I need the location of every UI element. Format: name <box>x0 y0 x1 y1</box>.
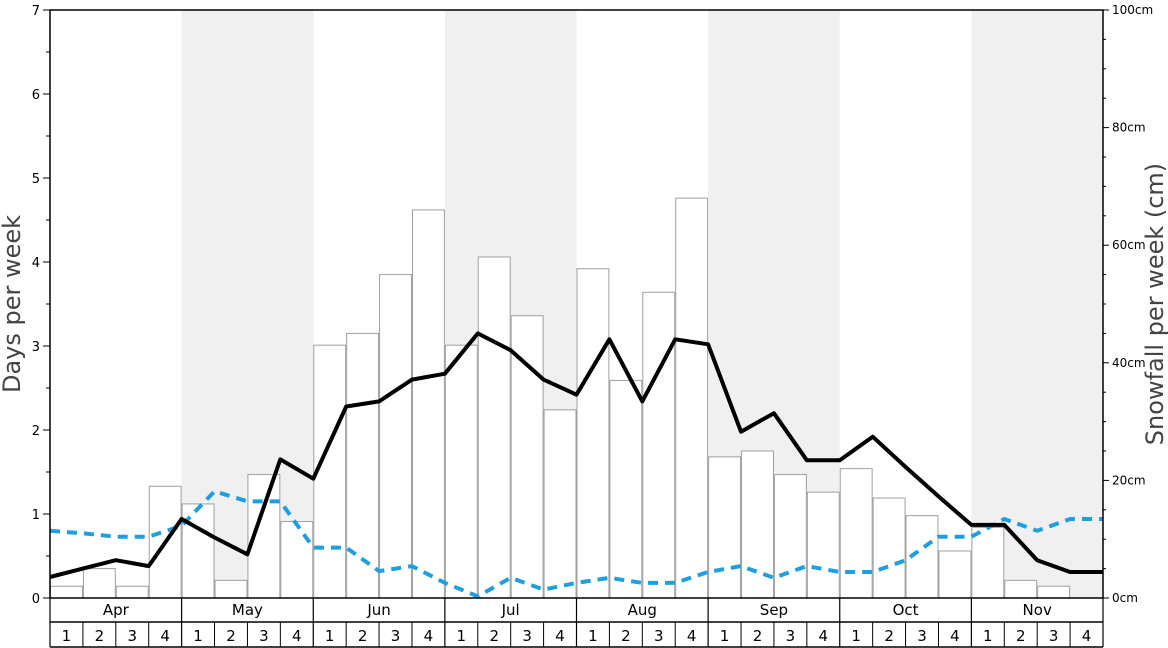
month-label-sep: Sep <box>760 601 788 619</box>
week-label: 4 <box>424 627 434 645</box>
week-label: 3 <box>259 627 269 645</box>
left-tick-label: 5 <box>32 172 40 187</box>
week-label: 4 <box>555 627 565 645</box>
snowfall-bar <box>543 409 577 599</box>
month-shade-nov <box>971 10 1103 598</box>
right-tick-label: 60cm <box>1112 238 1146 252</box>
week-label: 3 <box>127 627 137 645</box>
week-label: 2 <box>95 627 105 645</box>
week-label: 1 <box>983 627 993 645</box>
snowfall-bar <box>82 568 116 599</box>
left-tick-label: 6 <box>32 88 40 103</box>
week-label: 2 <box>226 627 236 645</box>
week-label: 3 <box>1049 627 1059 645</box>
solid-series-line <box>49 331 1103 579</box>
right-tick-label: 80cm <box>1112 121 1146 135</box>
bottom-axis: Apr 1 2 3 4 May 1 2 3 4 Jun 1 2 3 4 Jul 1 2 3 4 Aug 1 2 3 4 Sep 1 2… <box>49 598 1104 648</box>
right-axis-title: Snowfall per week (cm) <box>1141 163 1168 445</box>
week-label: 3 <box>522 627 532 645</box>
left-tick-label: 4 <box>32 256 40 271</box>
snowfall-bar <box>708 456 742 599</box>
snowfall-bar <box>214 579 248 599</box>
snowfall-bar <box>379 274 412 599</box>
week-label: 4 <box>292 627 302 645</box>
snowfall-bar <box>806 491 840 599</box>
week-label: 4 <box>950 627 960 645</box>
month-label-aug: Aug <box>628 601 657 619</box>
snowfall-bar <box>444 344 478 599</box>
week-label: 2 <box>621 627 631 645</box>
month-label-oct: Oct <box>893 601 919 619</box>
left-axis: 0 1 2 3 4 5 6 7 <box>32 4 50 607</box>
snowfall-bar <box>938 550 972 599</box>
left-tick-label: 3 <box>32 340 40 355</box>
snowfall-bar <box>675 197 709 599</box>
week-label: 2 <box>753 627 763 645</box>
snowfall-bar <box>609 379 643 599</box>
week-label: 4 <box>819 627 829 645</box>
snowfall-bar <box>50 585 83 599</box>
right-tick-label: 40cm <box>1112 356 1146 370</box>
week-label: 1 <box>588 627 598 645</box>
week-label: 4 <box>1082 627 1092 645</box>
week-label: 4 <box>160 627 170 645</box>
snowfall-bar <box>1037 585 1071 599</box>
right-tick-label: 20cm <box>1112 473 1146 487</box>
week-label: 1 <box>193 627 203 645</box>
month-label-apr: Apr <box>103 601 130 619</box>
month-label-jun: Jun <box>366 601 390 619</box>
week-label: 2 <box>358 627 368 645</box>
right-tick-label: 100cm <box>1112 3 1153 17</box>
snowfall-bar <box>115 585 149 599</box>
right-tick-label: 0cm <box>1112 591 1138 605</box>
snowfall-bar <box>510 315 544 599</box>
week-label: 4 <box>687 627 697 645</box>
week-label: 3 <box>391 627 401 645</box>
snowfall-bars <box>50 197 1071 599</box>
dashed-series-line <box>49 489 1103 599</box>
snowfall-bar <box>839 468 873 599</box>
snowfall-bar <box>642 291 676 599</box>
snowfall-bar <box>280 521 314 599</box>
snowfall-bar <box>411 209 445 599</box>
week-label: 1 <box>720 627 730 645</box>
week-label: 2 <box>1016 627 1026 645</box>
week-label: 1 <box>457 627 467 645</box>
snowfall-bar <box>313 344 347 599</box>
month-label-may: May <box>232 601 263 619</box>
month-label-nov: Nov <box>1023 601 1052 619</box>
left-tick-label: 7 <box>32 4 40 19</box>
day-lines <box>49 331 1103 599</box>
week-label: 2 <box>884 627 894 645</box>
snowfall-bar <box>1004 579 1038 599</box>
week-label: 1 <box>851 627 861 645</box>
week-label: 1 <box>62 627 72 645</box>
left-tick-label: 0 <box>32 592 40 607</box>
week-label: 2 <box>489 627 499 645</box>
snowfall-bar <box>576 268 610 599</box>
snowfall-bar <box>477 256 511 599</box>
week-label: 3 <box>917 627 927 645</box>
week-label: 3 <box>786 627 796 645</box>
week-label: 1 <box>325 627 335 645</box>
snowfall-bar <box>872 497 906 599</box>
right-axis: 0cm 20cm 40cm 60cm 80cm 100cm <box>1103 3 1153 605</box>
snowfall-bar <box>971 526 1005 599</box>
week-label: 3 <box>654 627 664 645</box>
month-label-jul: Jul <box>501 601 520 619</box>
left-tick-label: 1 <box>32 508 40 523</box>
left-tick-label: 2 <box>32 424 40 439</box>
left-axis-title: Days per week <box>0 215 26 393</box>
snowfall-bar <box>773 474 807 599</box>
